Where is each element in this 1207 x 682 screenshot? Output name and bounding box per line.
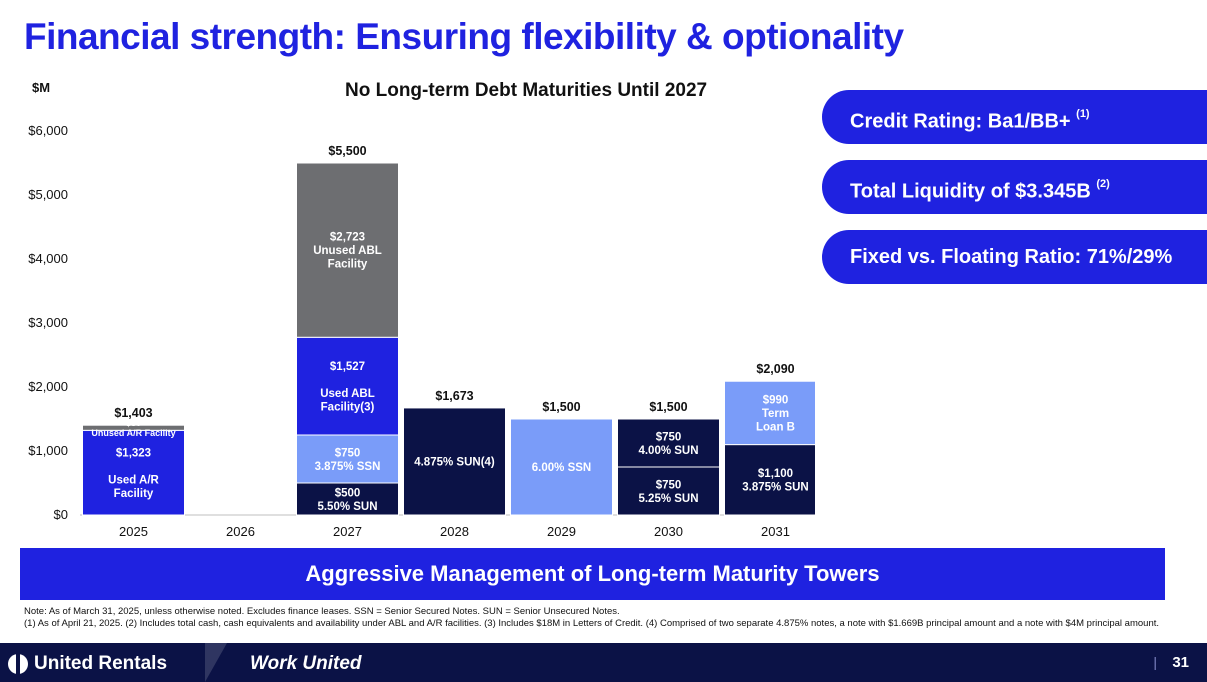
page-title: Financial strength: Ensuring flexibility… bbox=[24, 16, 904, 57]
footnotes: Note: As of March 31, 2025, unless other… bbox=[24, 606, 1184, 629]
maturity-banner: Aggressive Management of Long-term Matur… bbox=[20, 548, 1165, 600]
segment-label: $990 bbox=[763, 394, 789, 406]
fixed-floating-text: Fixed vs. Floating Ratio: 71%/29% bbox=[850, 246, 1173, 268]
segment-label: 5.25% SUN bbox=[638, 493, 698, 505]
bar-total-label: $1,673 bbox=[435, 389, 473, 403]
segment-label: Unused A/R Facility bbox=[91, 428, 175, 438]
fixed-floating-callout: Fixed vs. Floating Ratio: 71%/29% bbox=[822, 230, 1207, 284]
y-tick-label: $2,000 bbox=[28, 379, 68, 394]
maturity-chart: $0 $1,000 $2,000 $3,000 $4,000 $5,000 $6,000 $1… bbox=[28, 123, 815, 539]
footnote-numbered: (1) As of April 21, 2025. (2) Includes t… bbox=[24, 617, 1160, 629]
segment-label: $500 bbox=[335, 487, 361, 499]
segment-label: $2,723 bbox=[330, 232, 365, 244]
segment-label: Term bbox=[762, 408, 789, 420]
segment-label: Unused ABL bbox=[313, 245, 382, 257]
segment-label: Facility(3) bbox=[321, 401, 375, 413]
segment-label: 5.50% SUN bbox=[317, 501, 377, 513]
footer-slogan: Work United bbox=[250, 653, 362, 674]
segment-label: $1,100 bbox=[758, 468, 793, 480]
bar-segment bbox=[296, 162, 399, 338]
credit-rating-note: (1) bbox=[1076, 108, 1090, 120]
segment-label: 3.875% SSN bbox=[315, 461, 381, 473]
segment-label: Facility bbox=[328, 259, 368, 271]
segment-label: 4.875% SUN(4) bbox=[414, 456, 495, 468]
bar-segment bbox=[617, 466, 720, 516]
segment-label: $750 bbox=[335, 447, 361, 459]
y-tick-label: $5,000 bbox=[28, 187, 68, 202]
y-tick-label: $6,000 bbox=[28, 123, 68, 138]
total-liquidity-note: (2) bbox=[1096, 178, 1110, 190]
y-tick-label: $0 bbox=[54, 507, 68, 522]
x-tick-label: 2029 bbox=[547, 524, 576, 539]
segment-label: 6.00% SSN bbox=[532, 462, 591, 474]
segment-label: $750 bbox=[656, 431, 682, 443]
x-tick-label: 2031 bbox=[761, 524, 790, 539]
total-liquidity-text: Total Liquidity of $3.345B bbox=[850, 180, 1091, 203]
company-logo: United Rentals bbox=[8, 653, 167, 675]
bar-segment bbox=[296, 434, 399, 484]
segment-label: Loan B bbox=[756, 421, 795, 433]
bar-total-label: $1,500 bbox=[649, 400, 687, 414]
footnote-general: Note: As of March 31, 2025, unless other… bbox=[24, 606, 620, 617]
chart-unit-label: $M bbox=[32, 80, 51, 95]
credit-rating-callout: Credit Rating: Ba1/BB+ (1) bbox=[822, 90, 1207, 144]
logo-text: United Rentals bbox=[34, 653, 168, 674]
y-tick-label: $4,000 bbox=[28, 251, 68, 266]
footer-divider bbox=[205, 643, 227, 682]
credit-rating-text: Credit Rating: Ba1/BB+ bbox=[850, 110, 1071, 133]
x-tick-label: 2027 bbox=[333, 524, 362, 539]
bar-segment bbox=[724, 380, 815, 446]
x-tick-label: 2025 bbox=[119, 524, 148, 539]
segment-label: $1,323 bbox=[116, 447, 151, 459]
bar-segment bbox=[82, 429, 185, 516]
page-number: 31 bbox=[1172, 654, 1189, 671]
segment-label: Used A/R bbox=[108, 474, 159, 486]
total-liquidity-callout: Total Liquidity of $3.345B (2) bbox=[822, 160, 1207, 214]
bar-total-label: $1,403 bbox=[114, 406, 152, 420]
bar-segment bbox=[510, 418, 613, 516]
segment-label: Used ABL bbox=[320, 388, 375, 400]
page-separator: | bbox=[1153, 654, 1157, 670]
y-tick-label: $1,000 bbox=[28, 443, 68, 458]
bar-segment bbox=[296, 482, 399, 516]
bar-total-label: $5,500 bbox=[328, 144, 366, 158]
bar-segment bbox=[617, 418, 720, 468]
y-tick-label: $3,000 bbox=[28, 315, 68, 330]
bar-total-label: $2,090 bbox=[756, 362, 794, 376]
bar-segment bbox=[296, 336, 399, 436]
logo-icon bbox=[8, 654, 28, 674]
chart-title: No Long-term Debt Maturities Until 2027 bbox=[345, 80, 708, 101]
bar-segment bbox=[82, 424, 185, 431]
segment-label: $1,527 bbox=[330, 361, 365, 373]
segment-label: $750 bbox=[656, 479, 682, 491]
segment-label: $80 bbox=[126, 418, 141, 428]
bar-total-label: $1,500 bbox=[542, 400, 580, 414]
bar-segment bbox=[403, 407, 506, 516]
x-tick-label: 2028 bbox=[440, 524, 469, 539]
segment-label: Facility bbox=[114, 488, 154, 500]
segment-label: 3.875% SUN bbox=[742, 482, 808, 494]
segment-label: 4.00% SUN bbox=[638, 445, 698, 457]
x-tick-label: 2026 bbox=[226, 524, 255, 539]
footer-bar: United Rentals Work United | 31 bbox=[0, 643, 1207, 682]
x-tick-label: 2030 bbox=[654, 524, 683, 539]
